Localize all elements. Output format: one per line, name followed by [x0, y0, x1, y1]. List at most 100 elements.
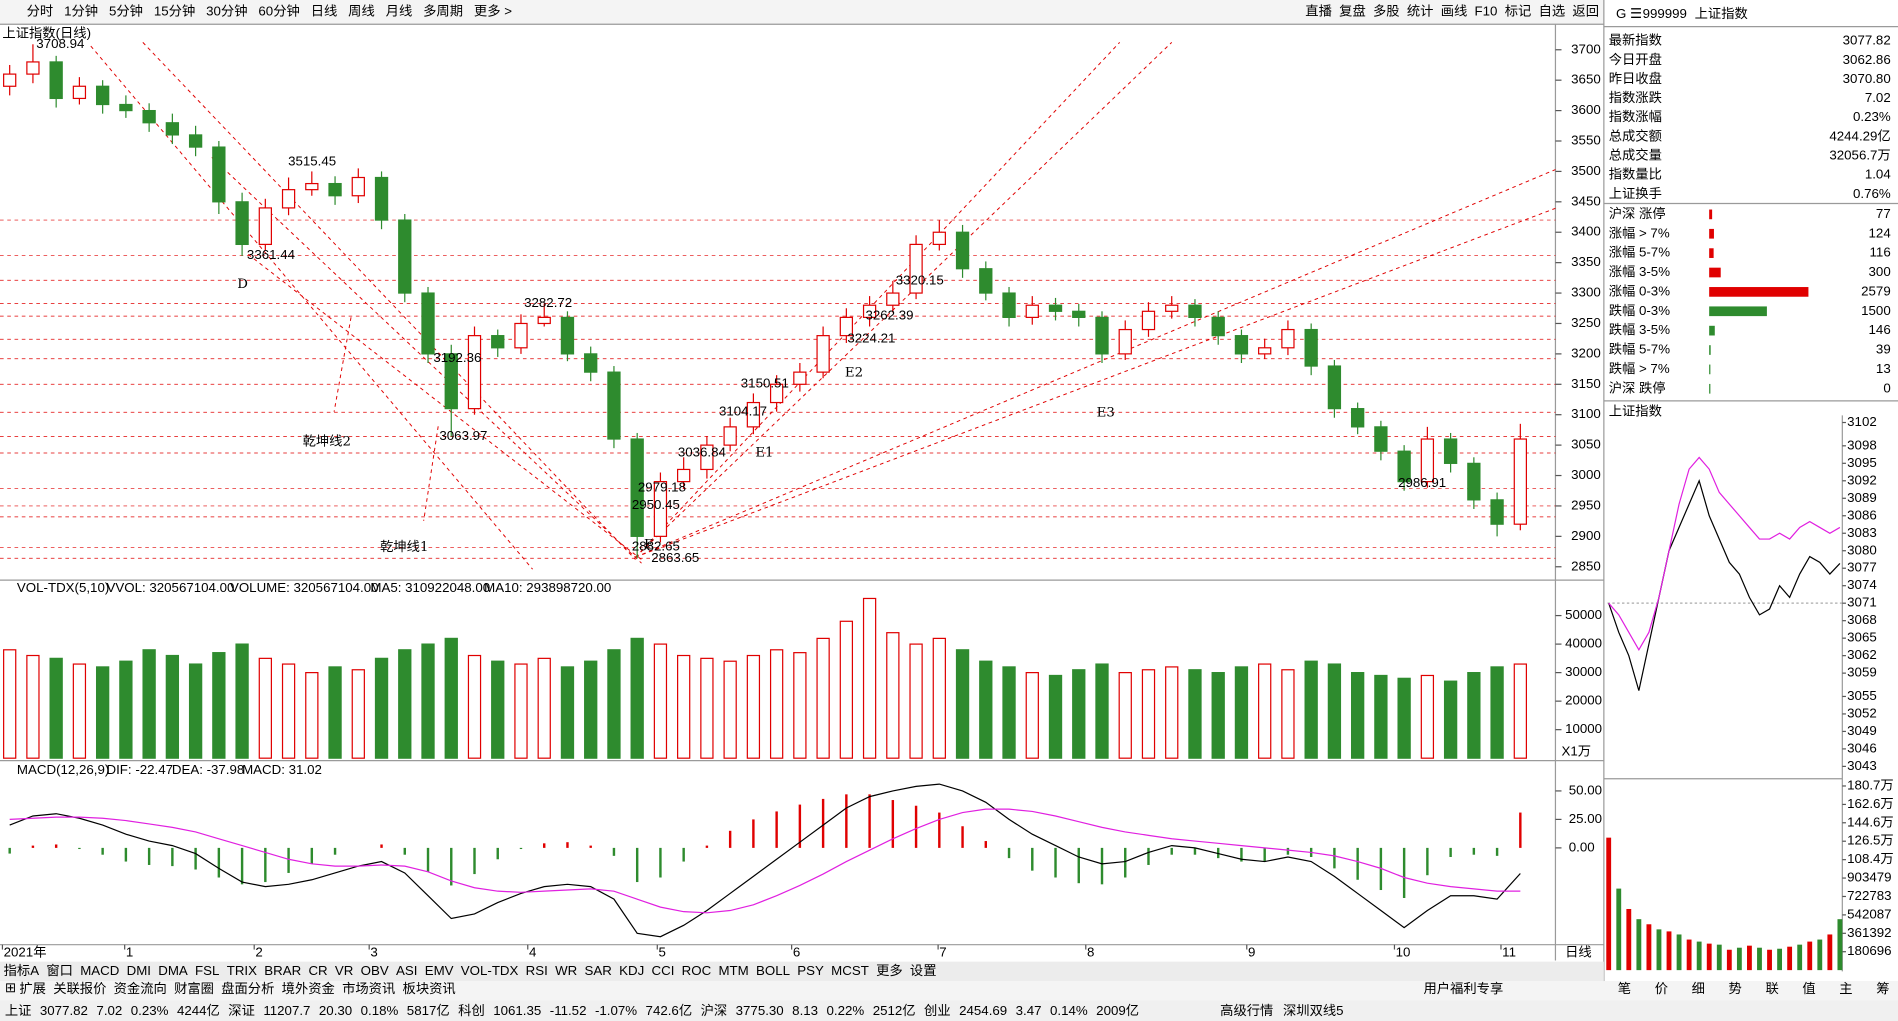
side-tab[interactable]: 主	[1839, 981, 1852, 996]
period-tab[interactable]: 15分钟	[154, 3, 195, 19]
y-tick-label: 3100	[1571, 406, 1601, 421]
volume-bar	[1095, 663, 1109, 759]
indicator-tab[interactable]: DMA	[158, 963, 188, 978]
period-tab[interactable]: 更多 >	[474, 3, 512, 19]
indicator-tab[interactable]: 更多	[876, 962, 903, 978]
tool-button[interactable]: 直播	[1305, 4, 1332, 19]
intraday-volume	[1646, 924, 1652, 971]
period-tab[interactable]: 多周期	[423, 3, 463, 19]
period-tab[interactable]: 60分钟	[258, 3, 299, 19]
indicator-tab[interactable]: VOL-TDX	[461, 963, 519, 978]
intraday-volume	[1827, 934, 1833, 971]
tool-button[interactable]: 复盘	[1339, 3, 1366, 19]
candle-body	[1072, 310, 1086, 318]
indicator-tab[interactable]: OBV	[361, 963, 389, 978]
indicator-tab[interactable]: RSI	[526, 963, 548, 978]
indicator-tab[interactable]: 设置	[910, 963, 937, 978]
side-tab[interactable]: 细	[1692, 981, 1705, 996]
indicator-tab[interactable]: PSY	[797, 963, 824, 978]
indicator-tab[interactable]: KDJ	[619, 963, 644, 978]
info-tab[interactable]: 资金流向	[114, 981, 167, 996]
period-tab[interactable]: 1分钟	[64, 3, 98, 19]
indicator-tab[interactable]: VR	[335, 963, 353, 978]
indicator-tab[interactable]: DMI	[127, 963, 151, 978]
side-tab[interactable]: 势	[1729, 981, 1742, 996]
info-tab[interactable]: 板块资讯	[403, 981, 456, 996]
period-tab[interactable]: 日线	[311, 4, 338, 19]
volume-bar	[769, 649, 784, 759]
annotation: E	[644, 538, 654, 553]
indicator-tab[interactable]: 窗口	[46, 962, 73, 978]
indicator-tab[interactable]: EMV	[425, 963, 454, 978]
x-tick-label: 11	[1502, 945, 1516, 960]
intraday-volume	[1787, 946, 1793, 971]
info-tab[interactable]: 市场资讯	[342, 980, 395, 996]
y-tick-label: 2950	[1571, 497, 1601, 512]
side-tab[interactable]: 筹	[1876, 980, 1889, 996]
status-link[interactable]: 高级行情	[1220, 1002, 1273, 1018]
side-tab[interactable]: 价	[1655, 981, 1668, 996]
indicator-tab[interactable]: WR	[555, 963, 577, 978]
price-label: 2979.18	[638, 480, 686, 495]
side-tab[interactable]: 联	[1765, 981, 1778, 996]
tool-button[interactable]: 统计	[1407, 4, 1434, 19]
indicator-tab[interactable]: MACD	[80, 963, 119, 978]
intraday-volume	[1656, 929, 1662, 971]
tool-button[interactable]: F10	[1475, 4, 1498, 19]
tool-button[interactable]: 返回	[1572, 4, 1599, 19]
volume-bar	[444, 637, 458, 759]
status-name: 沪深	[701, 1003, 728, 1018]
volume-bar	[1211, 672, 1225, 759]
period-tab[interactable]: 月线	[386, 4, 413, 19]
side-tab[interactable]: 笔	[1618, 981, 1631, 996]
quote-value: 3077.82	[1843, 33, 1891, 48]
intraday-volume	[1626, 908, 1632, 971]
info-tab[interactable]: 关联报价	[53, 981, 106, 996]
indicator-tab[interactable]: ROC	[682, 963, 712, 978]
breadth-count: 77	[1876, 206, 1891, 221]
period-tab[interactable]: 5分钟	[109, 3, 143, 19]
period-tab[interactable]: 30分钟	[206, 3, 247, 19]
indicator-value: MACD: 31.02	[242, 762, 322, 777]
indicator-tab[interactable]: ASI	[396, 963, 417, 978]
indicator-value: MA5: 310922048.00	[370, 580, 490, 595]
indicator-tab[interactable]: 指标A	[4, 963, 40, 978]
tool-button[interactable]: 标记	[1505, 4, 1532, 19]
y-tick-label: 3098	[1847, 437, 1877, 452]
status-link[interactable]: 深圳双线5	[1283, 1003, 1344, 1018]
candle-body	[514, 322, 528, 349]
indicator-tab[interactable]: BRAR	[264, 963, 301, 978]
side-tab[interactable]: 值	[1802, 981, 1815, 996]
tool-button[interactable]: 多股	[1373, 3, 1400, 19]
info-tab[interactable]: 境外资金	[282, 981, 335, 996]
promo[interactable]: 用户福利专享	[1424, 980, 1504, 996]
volume-bar	[1002, 666, 1016, 759]
indicator-tab[interactable]: MCST	[831, 963, 869, 978]
breadth-count: 300	[1869, 264, 1891, 279]
candle-body	[816, 335, 830, 373]
candle-body	[1188, 304, 1202, 318]
indicator-tab[interactable]: TRIX	[227, 963, 257, 978]
candle-body	[653, 481, 668, 537]
breadth-count: 13	[1876, 361, 1891, 376]
annotation: E3	[1097, 406, 1115, 421]
status-price: 1061.35	[493, 1003, 541, 1018]
period-tab[interactable]: 周线	[348, 4, 375, 19]
info-tab[interactable]: 盘面分析	[221, 980, 274, 996]
indicator-tab[interactable]: MTM	[718, 963, 748, 978]
tool-button[interactable]: 自选	[1539, 4, 1566, 19]
indicator-tab[interactable]: SAR	[585, 963, 612, 978]
icon[interactable]: G ☰	[1616, 6, 1642, 21]
indicator-tab[interactable]: CR	[308, 963, 327, 978]
info-tab[interactable]: 财富圈	[174, 980, 214, 996]
breadth-label: 沪深 跌停	[1609, 379, 1666, 395]
indicator-tab[interactable]: BOLL	[756, 963, 790, 978]
tool-button[interactable]: 画线	[1441, 4, 1468, 19]
y-tick-label: 3102	[1847, 414, 1877, 429]
info-tab[interactable]: 扩展	[19, 981, 46, 996]
period-tab[interactable]: 分时	[27, 4, 54, 19]
trend-line	[333, 317, 352, 412]
indicator-tab[interactable]: FSL	[195, 963, 219, 978]
indicator-tab[interactable]: CCI	[652, 963, 675, 978]
